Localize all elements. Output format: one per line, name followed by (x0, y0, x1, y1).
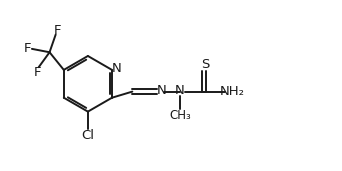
Text: N: N (175, 84, 185, 97)
Text: N: N (111, 62, 121, 75)
Text: Cl: Cl (81, 129, 94, 142)
Text: CH₃: CH₃ (169, 109, 191, 122)
Text: F: F (33, 66, 41, 79)
Text: N: N (157, 84, 166, 97)
Text: F: F (53, 24, 61, 37)
Text: S: S (201, 58, 209, 71)
Text: F: F (24, 42, 31, 55)
Text: NH₂: NH₂ (220, 85, 245, 98)
